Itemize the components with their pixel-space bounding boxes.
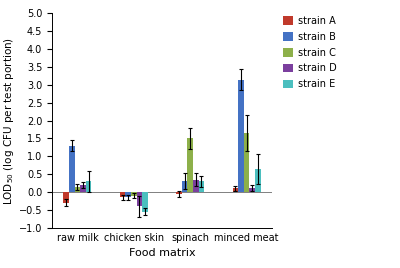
Bar <box>86 181 92 192</box>
Bar <box>137 192 142 206</box>
Bar <box>199 181 204 192</box>
Bar <box>176 192 182 194</box>
Bar <box>238 80 244 192</box>
Bar <box>244 133 250 192</box>
Bar <box>182 181 187 192</box>
Bar <box>74 187 80 192</box>
Bar <box>232 188 238 192</box>
Bar <box>131 192 137 196</box>
X-axis label: Food matrix: Food matrix <box>129 248 195 258</box>
Bar <box>193 180 199 192</box>
Bar <box>255 169 261 192</box>
Bar <box>187 139 193 192</box>
Bar <box>142 192 148 212</box>
Bar <box>125 192 131 198</box>
Legend: strain A, strain B, strain C, strain D, strain E: strain A, strain B, strain C, strain D, … <box>281 14 338 91</box>
Bar <box>63 192 69 203</box>
Bar <box>69 146 74 192</box>
Bar <box>120 192 125 198</box>
Y-axis label: LOD$_{50}$ (log CFU per test portion): LOD$_{50}$ (log CFU per test portion) <box>2 36 16 205</box>
Bar <box>250 188 255 192</box>
Bar <box>80 185 86 192</box>
